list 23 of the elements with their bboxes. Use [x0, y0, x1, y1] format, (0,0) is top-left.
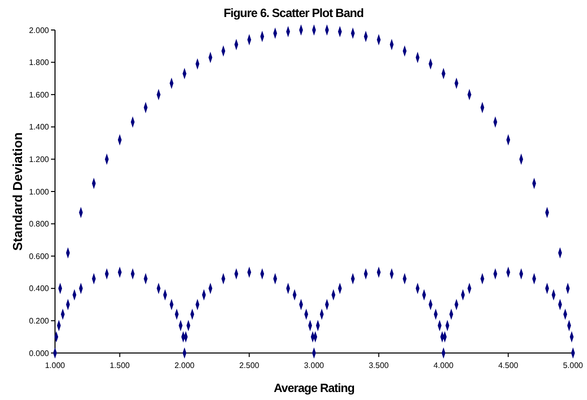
y-tick-label: 0.600	[28, 252, 50, 261]
x-tick-label: 3.500	[368, 361, 390, 370]
y-tick-label: 1.800	[28, 58, 50, 68]
y-tick-label: 1.200	[28, 155, 50, 164]
y-tick-label: 1.400	[28, 122, 50, 132]
x-tick-label: 3.000	[304, 361, 325, 370]
y-tick-label: 2.000	[28, 26, 50, 35]
x-tick-label: 5.000	[562, 361, 584, 370]
x-tick-label: 1.000	[44, 361, 66, 370]
y-tick-label: 0.000	[28, 348, 50, 358]
x-tick-label: 2.000	[174, 361, 196, 370]
y-tick-label: 0.400	[28, 284, 50, 294]
y-tick-label: 1.000	[28, 187, 50, 196]
y-axis-title: Standard Deviation	[10, 132, 25, 251]
x-tick-label: 4.000	[433, 361, 454, 370]
x-axis-title: Average Rating	[274, 381, 354, 395]
chart-title: Figure 6. Scatter Plot Band	[224, 6, 364, 20]
y-tick-label: 1.600	[28, 90, 50, 100]
x-tick-label: 2.500	[239, 361, 260, 370]
y-tick-label: 0.200	[28, 316, 50, 326]
x-tick-label: 1.500	[110, 361, 130, 370]
x-tick-label: 4.500	[498, 361, 519, 370]
y-tick-label: 0.800	[28, 220, 50, 229]
